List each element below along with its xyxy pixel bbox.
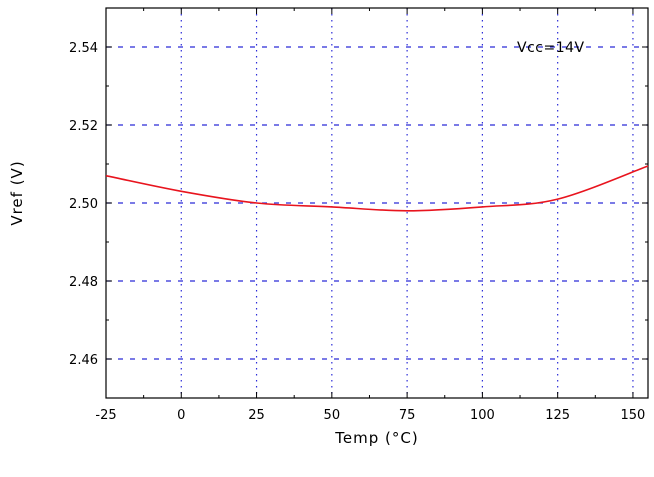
x-tick-label: 100 bbox=[470, 408, 495, 423]
x-tick-label: 25 bbox=[248, 408, 265, 423]
y-axis-title: Vref (V) bbox=[8, 160, 26, 225]
x-tick-label: 0 bbox=[177, 408, 185, 423]
x-tick-label: 50 bbox=[324, 408, 341, 423]
series-line-vref bbox=[105, 165, 649, 212]
x-tick-label: -25 bbox=[95, 408, 116, 423]
tick-layer bbox=[105, 7, 648, 399]
y-tick-label: 2.54 bbox=[69, 41, 98, 56]
y-tick-label: 2.52 bbox=[69, 119, 98, 134]
x-tick-label: 75 bbox=[399, 408, 416, 423]
y-tick-label: 2.48 bbox=[69, 275, 98, 290]
x-tick-label: 125 bbox=[545, 408, 570, 423]
annotation-vcc: Vcc=14V bbox=[517, 40, 585, 56]
x-axis-title: Temp (°C) bbox=[334, 429, 418, 447]
x-tick-label: 150 bbox=[621, 408, 646, 423]
y-tick-label: 2.50 bbox=[69, 197, 98, 212]
tick-label-layer: -25 0 25 50 75 100 125 150 2.46 2.48 2.50 2.52 2.54 bbox=[69, 41, 645, 423]
grid-layer bbox=[106, 8, 648, 398]
y-tick-label: 2.46 bbox=[69, 353, 98, 368]
